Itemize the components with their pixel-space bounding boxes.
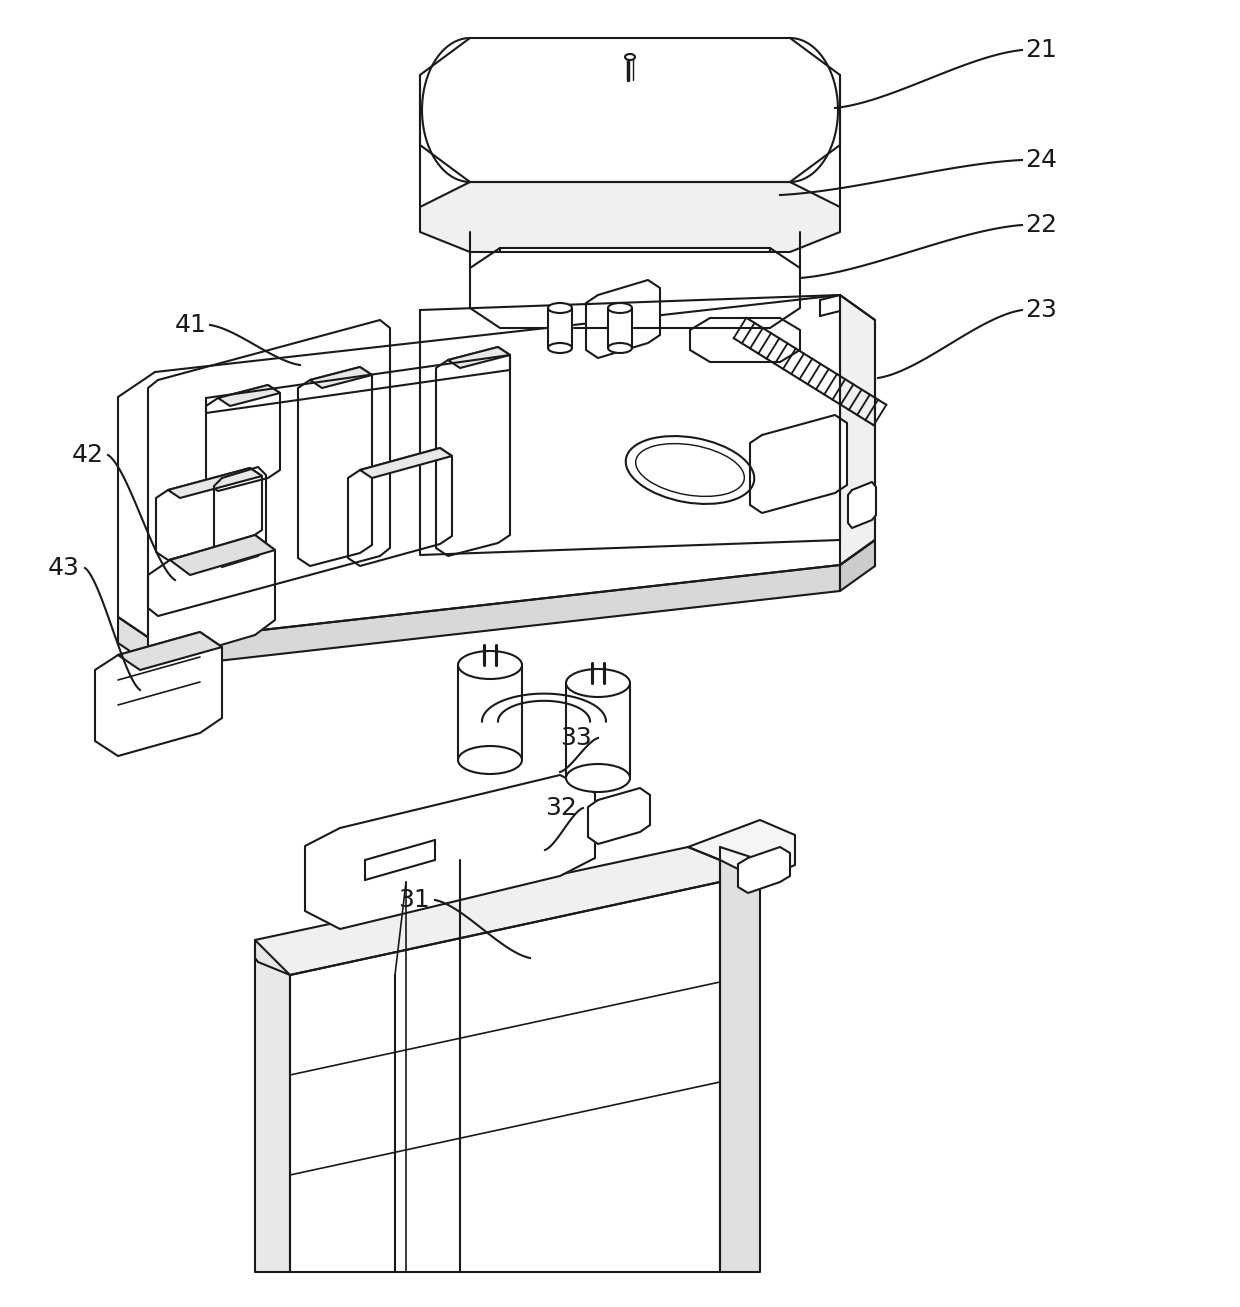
Polygon shape — [448, 346, 510, 369]
Polygon shape — [360, 448, 453, 478]
Polygon shape — [118, 617, 155, 668]
Ellipse shape — [565, 765, 630, 792]
Ellipse shape — [458, 651, 522, 680]
Polygon shape — [436, 346, 510, 555]
Text: 42: 42 — [72, 443, 104, 467]
Text: 22: 22 — [1025, 213, 1056, 237]
Polygon shape — [155, 565, 839, 668]
Text: 24: 24 — [1025, 148, 1056, 173]
Polygon shape — [548, 308, 572, 348]
Polygon shape — [848, 482, 875, 528]
Polygon shape — [305, 775, 595, 929]
Polygon shape — [587, 280, 660, 358]
Polygon shape — [689, 318, 800, 362]
Ellipse shape — [548, 342, 572, 353]
Text: 43: 43 — [48, 555, 79, 580]
Polygon shape — [95, 633, 222, 755]
Polygon shape — [290, 882, 720, 1272]
Text: 31: 31 — [398, 887, 430, 912]
Ellipse shape — [625, 54, 635, 60]
Polygon shape — [206, 356, 510, 413]
Ellipse shape — [626, 437, 754, 505]
Polygon shape — [215, 467, 267, 567]
Polygon shape — [148, 535, 275, 660]
Polygon shape — [839, 540, 875, 591]
Polygon shape — [420, 182, 839, 252]
Polygon shape — [118, 295, 875, 642]
Polygon shape — [298, 367, 372, 566]
Polygon shape — [720, 847, 760, 1272]
Polygon shape — [420, 38, 839, 182]
Ellipse shape — [565, 669, 630, 697]
Ellipse shape — [458, 746, 522, 774]
Polygon shape — [167, 468, 262, 498]
Text: 32: 32 — [546, 796, 577, 819]
Polygon shape — [118, 633, 222, 670]
Polygon shape — [218, 386, 280, 406]
Polygon shape — [310, 367, 372, 388]
Text: 23: 23 — [1025, 298, 1056, 322]
Polygon shape — [206, 386, 280, 491]
Polygon shape — [588, 788, 650, 844]
Ellipse shape — [548, 303, 572, 312]
Polygon shape — [839, 295, 875, 565]
Polygon shape — [750, 416, 847, 514]
Text: 21: 21 — [1025, 38, 1056, 61]
Polygon shape — [255, 940, 290, 1272]
Polygon shape — [156, 468, 262, 559]
Polygon shape — [170, 535, 275, 575]
Polygon shape — [255, 847, 720, 975]
Polygon shape — [688, 819, 795, 880]
Polygon shape — [348, 448, 453, 566]
Text: 41: 41 — [175, 312, 207, 337]
Text: 33: 33 — [560, 725, 591, 750]
Ellipse shape — [608, 342, 632, 353]
Polygon shape — [608, 308, 632, 348]
Polygon shape — [470, 248, 800, 328]
Ellipse shape — [608, 303, 632, 312]
Polygon shape — [738, 847, 790, 893]
